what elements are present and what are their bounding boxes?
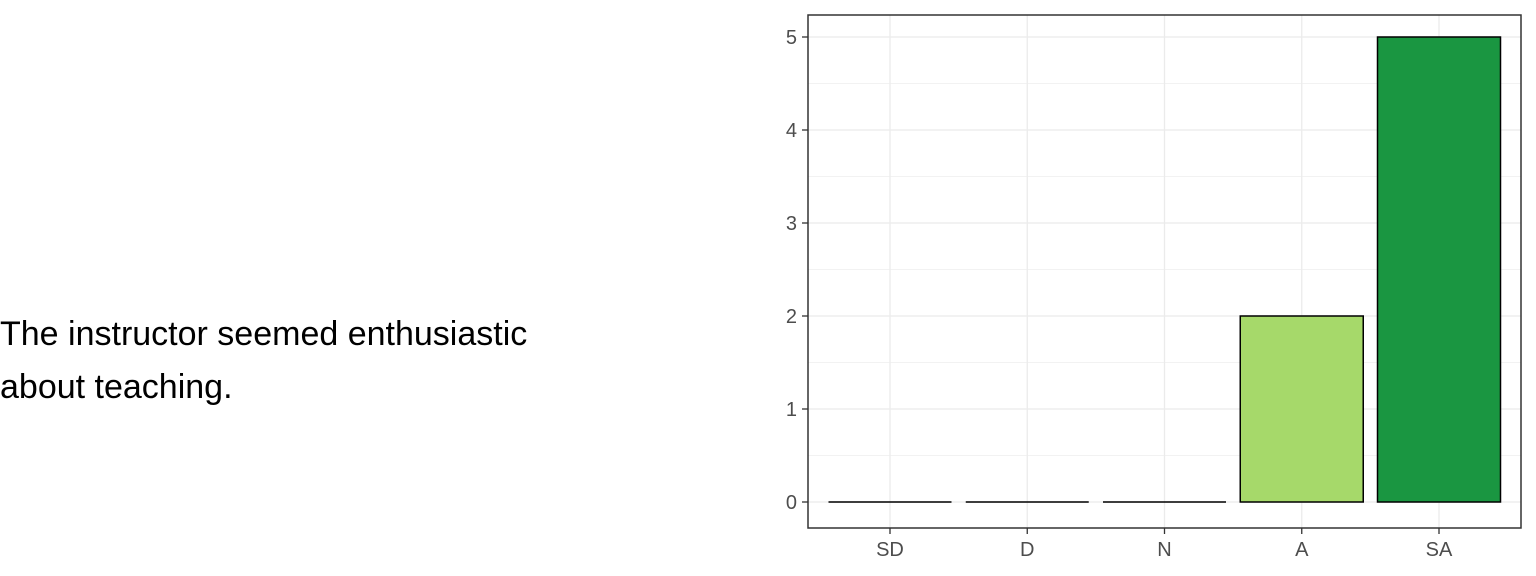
y-tick-label: 1: [786, 399, 797, 421]
y-tick-label: 0: [786, 492, 797, 514]
y-axis: 0 1 2 3 4 5: [786, 27, 808, 514]
x-tick-label: SA: [1426, 539, 1453, 561]
question-line-2: about teaching.: [0, 368, 233, 406]
x-tick-label: SD: [876, 539, 904, 561]
y-tick-label: 5: [786, 27, 797, 49]
y-tick-label: 4: [786, 120, 797, 142]
bar-sa: [1376, 36, 1502, 503]
x-axis: SD D N A SA: [876, 528, 1453, 561]
x-tick-label: D: [1020, 539, 1034, 561]
x-tick-label: A: [1295, 539, 1309, 561]
bars: [828, 36, 1502, 503]
bar-a: [1239, 315, 1364, 503]
y-tick-label: 2: [786, 306, 797, 328]
x-tick-label: N: [1157, 539, 1171, 561]
question-text: The instructor seemed enthusiastic about…: [0, 308, 620, 414]
question-line-1: The instructor seemed enthusiastic: [0, 315, 528, 353]
y-tick-label: 3: [786, 213, 797, 235]
